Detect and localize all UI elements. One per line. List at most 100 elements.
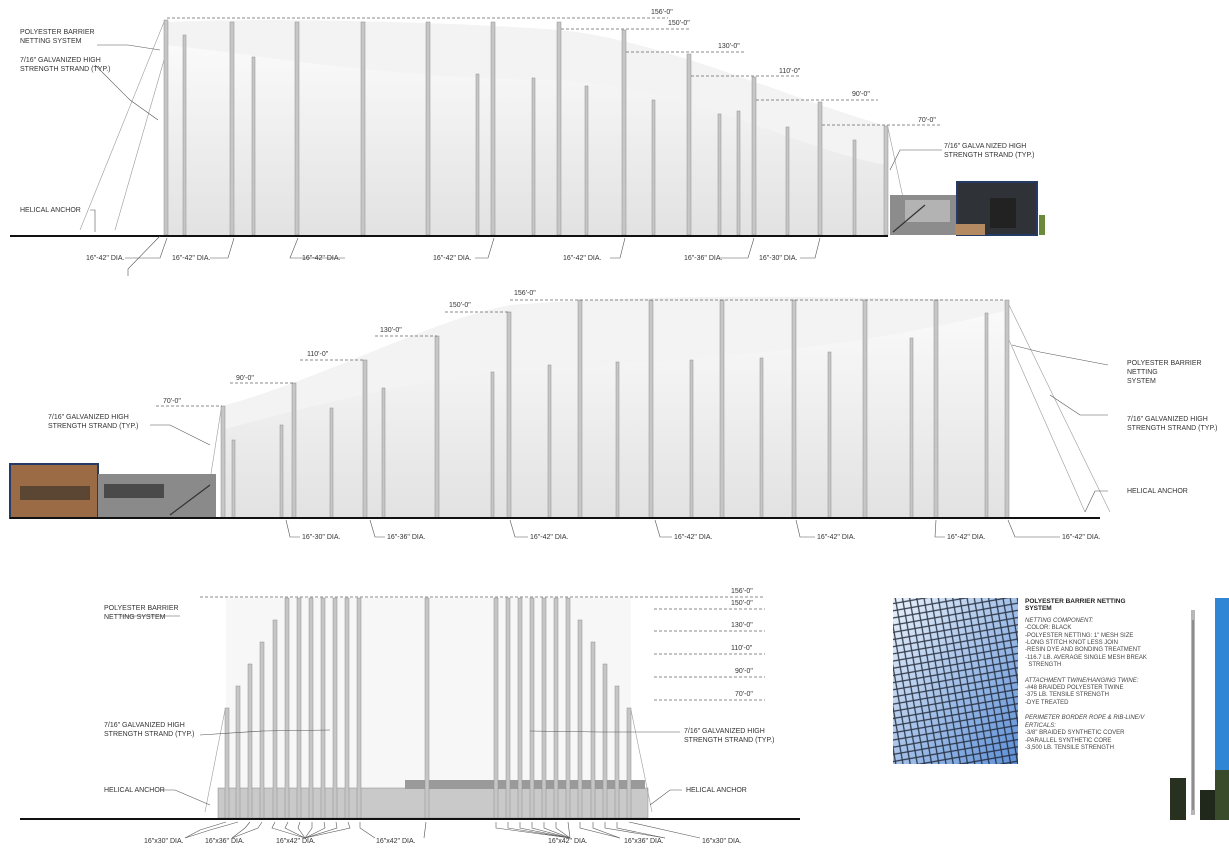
top-dia-2: 16"-42" DIA. bbox=[172, 255, 211, 262]
pole bbox=[686, 53, 692, 236]
spec-line: -RESIN DYE AND BONDING TREATMENT bbox=[1025, 647, 1141, 654]
pole bbox=[584, 85, 589, 236]
bottom-note-strand-left: 7/16" GALVANIZED HIGH STRENGTH STRAND (T… bbox=[104, 722, 195, 738]
spec-line: -PARALLEL SYNTHETIC CORE bbox=[1025, 737, 1112, 744]
pole bbox=[531, 77, 536, 236]
middle-dia-3: 16"-42" DIA. bbox=[530, 534, 569, 541]
spec-line: -LONG STITCH KNOT LESS JOIN bbox=[1025, 640, 1118, 647]
middle-dia-5: 16"-42" DIA. bbox=[817, 534, 856, 541]
spec-heading: ATTACHMENT TWINE/HANGING TWINE: bbox=[1025, 677, 1139, 684]
pole bbox=[163, 19, 169, 236]
spec-line: -POLYESTER NETTING: 1" MESH SIZE bbox=[1025, 632, 1134, 639]
middle-note-strand-left: 7/16" GALVANIZED HIGH STRENGTH STRAND (T… bbox=[48, 414, 139, 430]
pole bbox=[621, 29, 627, 236]
spec-title: POLYESTER BARRIER NETTING SYSTEM bbox=[1025, 598, 1126, 613]
middle-note-strand-right: 7/16" GALVANIZED HIGH STRENGTH STRAND (T… bbox=[1127, 416, 1218, 432]
pole-photo bbox=[1170, 598, 1229, 820]
middle-height-130: 130'-0" bbox=[380, 327, 402, 334]
spec-line: -DYE TREATED bbox=[1025, 699, 1069, 706]
top-note-netting: POLYESTER BARRIER NETTING SYSTEM bbox=[20, 29, 95, 45]
pole bbox=[556, 21, 562, 236]
top-height-70: 70'-0" bbox=[918, 117, 936, 124]
top-dia-3: 16"-42" DIA. bbox=[302, 255, 341, 262]
middle-dia-7: 16"-42" DIA. bbox=[1062, 534, 1101, 541]
top-dia-7: 16"-30" DIA. bbox=[759, 255, 798, 262]
spec-line: -116.7 LB. AVERAGE SINGLE MESH BREAK bbox=[1025, 654, 1147, 661]
bottom-poles bbox=[224, 597, 632, 819]
pole bbox=[294, 21, 300, 236]
pole bbox=[736, 110, 741, 236]
bottom-elevation bbox=[20, 596, 800, 839]
top-height-110: 110'-0" bbox=[779, 68, 801, 75]
pole bbox=[475, 73, 480, 236]
netting-spec-block: POLYESTER BARRIER NETTING SYSTEM NETTING… bbox=[1025, 598, 1150, 752]
bottom-note-netting: POLYESTER BARRIER NETTING SYSTEM bbox=[104, 605, 179, 621]
middle-dia-1: 16"-30" DIA. bbox=[302, 534, 341, 541]
middle-leaders bbox=[150, 344, 1109, 538]
pole bbox=[651, 99, 656, 236]
top-note-strand-left: 7/16" GALVANIZED HIGH STRENGTH STRAND (T… bbox=[20, 57, 111, 73]
spec-line: -3/8" BRAIDED SYNTHETIC COVER bbox=[1025, 730, 1125, 737]
spec-heading: PERIMETER BORDER ROPE & RIB-LINE/V ERTIC… bbox=[1025, 715, 1145, 729]
middle-net-lower bbox=[222, 310, 1008, 518]
spec-line: -3,500 LB. TENSILE STRENGTH bbox=[1025, 744, 1114, 751]
spec-line: -COLOR: BLACK bbox=[1025, 625, 1072, 632]
bottom-height-110: 110'-0" bbox=[731, 645, 753, 652]
pole bbox=[425, 21, 431, 236]
top-dia-5: 16"-42" DIA. bbox=[563, 255, 602, 262]
middle-dia-6: 16"-42" DIA. bbox=[947, 534, 986, 541]
top-leaders bbox=[90, 44, 942, 276]
middle-height-70: 70'-0" bbox=[163, 398, 181, 405]
bottom-height-90: 90'-0" bbox=[735, 668, 753, 675]
bottom-dia-1: 16"x30" DIA. bbox=[144, 838, 184, 845]
bottom-note-strand-right: 7/16" GALVANIZED HIGH STRENGTH STRAND (T… bbox=[684, 728, 775, 744]
middle-height-110: 110'-0" bbox=[307, 351, 329, 358]
pole bbox=[785, 126, 790, 236]
bottom-note-anchor-left: HELICAL ANCHOR bbox=[104, 787, 165, 794]
spec-line: -#48 BRAIDED POLYESTER TWINE bbox=[1025, 685, 1124, 692]
bottom-height-130: 130'-0" bbox=[731, 622, 753, 629]
pole bbox=[717, 113, 722, 236]
middle-dia-4: 16"-42" DIA. bbox=[674, 534, 713, 541]
top-dia-leaders bbox=[125, 237, 821, 259]
pole bbox=[852, 139, 857, 236]
pole bbox=[490, 21, 496, 236]
pole bbox=[229, 21, 235, 236]
top-dia-6: 16"-36" DIA. bbox=[684, 255, 723, 262]
top-net-lower bbox=[167, 45, 886, 235]
bottom-note-anchor-right: HELICAL ANCHOR bbox=[686, 787, 747, 794]
pole bbox=[817, 101, 823, 236]
top-elevation bbox=[10, 17, 1045, 276]
top-height-130: 130'-0" bbox=[718, 43, 740, 50]
bottom-dia-2: 16"x36" DIA. bbox=[205, 838, 245, 845]
spec-line: -375 LB. TENSILE STRENGTH bbox=[1025, 692, 1109, 699]
pole bbox=[182, 34, 187, 236]
pole bbox=[360, 21, 366, 236]
top-building bbox=[890, 181, 1045, 236]
bottom-dia-5: 16"x42" DIA. bbox=[548, 838, 588, 845]
middle-building bbox=[9, 463, 216, 519]
bottom-dia-7: 16"x30" DIA. bbox=[702, 838, 742, 845]
top-dia-4: 16"-42" DIA. bbox=[433, 255, 472, 262]
top-height-156: 156'-0" bbox=[651, 9, 673, 16]
top-height-dims bbox=[167, 17, 942, 126]
middle-height-dims bbox=[156, 299, 1005, 407]
middle-dia-2: 16"-36" DIA. bbox=[387, 534, 426, 541]
bottom-height-156: 156'-0" bbox=[731, 588, 753, 595]
middle-note-anchor: HELICAL ANCHOR bbox=[1127, 488, 1188, 495]
pole bbox=[251, 56, 256, 236]
pole bbox=[751, 76, 757, 236]
netting-photo bbox=[893, 598, 1018, 764]
middle-height-156: 156'-0" bbox=[514, 290, 536, 297]
bottom-leaders bbox=[120, 615, 701, 839]
spec-heading: NETTING COMPONENT: bbox=[1025, 617, 1094, 624]
pole bbox=[883, 125, 889, 236]
bottom-dia-6: 16"x36" DIA. bbox=[624, 838, 664, 845]
top-note-strand-right: 7/16" GALVA NIZED HIGH STRENGTH STRAND (… bbox=[944, 143, 1035, 159]
top-note-anchor: HELICAL ANCHOR bbox=[20, 207, 81, 214]
top-dia-1: 16"-42" DIA. bbox=[86, 255, 125, 262]
middle-note-netting: POLYESTER BARRIER NETTING SYSTEM bbox=[1127, 360, 1202, 385]
bottom-strands bbox=[204, 709, 653, 813]
bottom-height-dims bbox=[200, 596, 765, 701]
